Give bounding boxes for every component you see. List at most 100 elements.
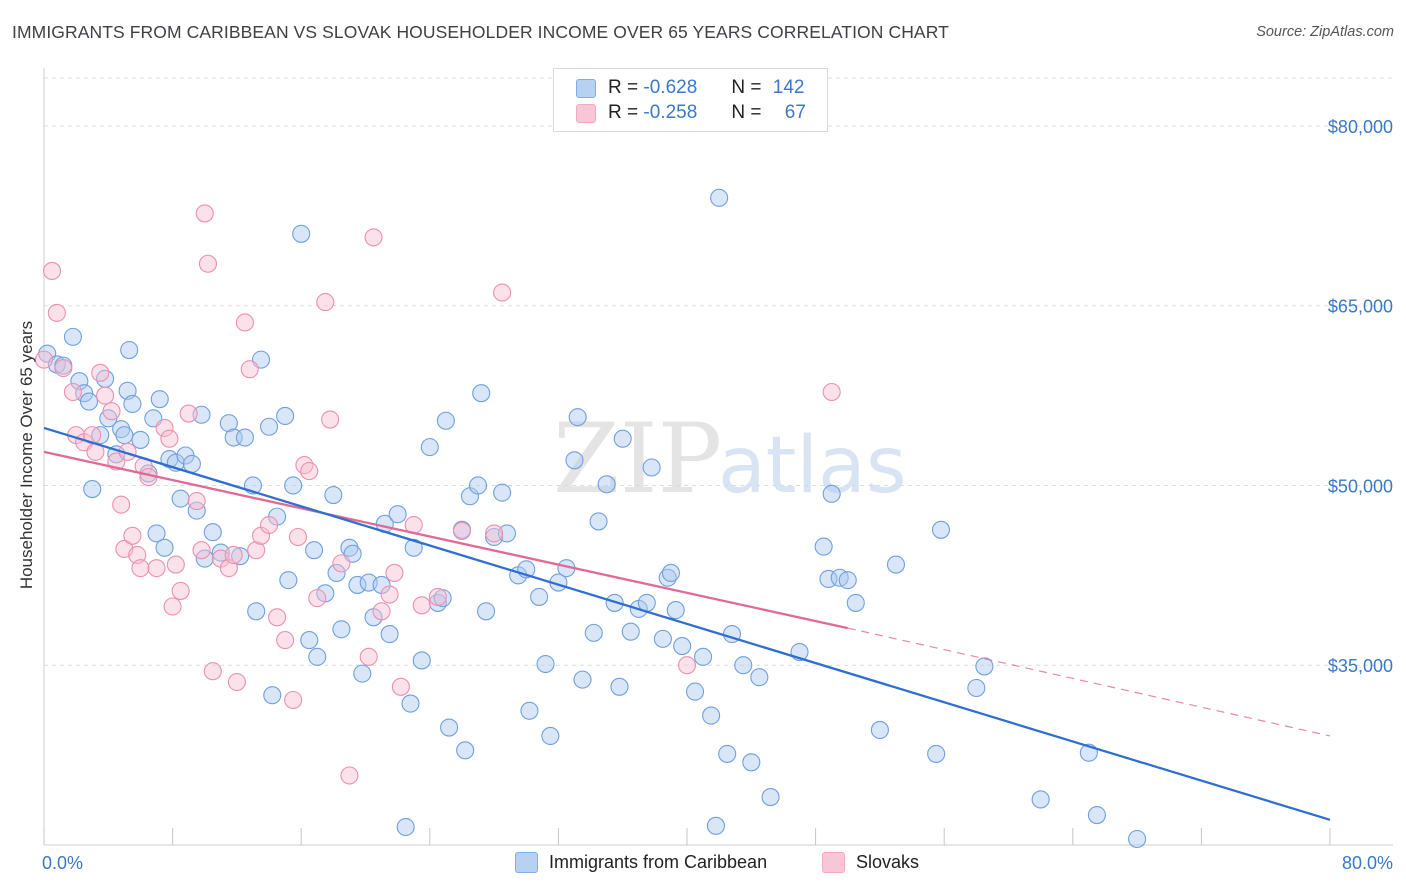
data-point [102, 402, 121, 421]
data-point [380, 625, 399, 644]
data-point [886, 555, 906, 574]
data-point [1087, 805, 1106, 825]
data-point [292, 224, 311, 243]
data-point [259, 515, 279, 535]
data-point [115, 426, 134, 445]
data-point [155, 418, 174, 437]
data-point [846, 593, 865, 612]
data-point [1128, 829, 1147, 849]
data-point [468, 476, 488, 495]
data-point [247, 602, 266, 621]
chart-title: IMMIGRANTS FROM CARIBBEAN VS SLOVAK HOUS… [12, 22, 949, 42]
data-point [967, 678, 986, 698]
data-point [42, 261, 62, 280]
data-point [742, 753, 761, 772]
data-point [147, 524, 166, 543]
legend-r-value: -0.258 [643, 102, 698, 123]
data-point [96, 386, 115, 405]
data-point [761, 788, 780, 807]
data-point [412, 596, 431, 615]
data-point [131, 559, 150, 578]
data-point [227, 672, 246, 692]
data-point [279, 571, 298, 590]
data-point [975, 657, 994, 676]
series-legend: Immigrants from Caribbean Slovaks [0, 852, 1406, 876]
data-point [391, 677, 410, 696]
data-point [131, 430, 150, 449]
trend-lines [43, 426, 1331, 821]
data-point [171, 581, 190, 600]
data-point [685, 682, 705, 701]
data-point [288, 527, 308, 547]
trend-line-caribbean [43, 426, 1331, 821]
legend-r-value: -0.628 [643, 77, 698, 98]
legend-n-value: 142 [772, 77, 805, 98]
data-point [388, 505, 407, 524]
data-point [112, 495, 131, 514]
data-point [456, 741, 475, 760]
x-tick-label-min: 0.0% [42, 853, 83, 873]
source-label: Source: ZipAtlas.com [1256, 24, 1394, 40]
data-point [1031, 790, 1050, 809]
data-point [401, 694, 420, 713]
legend-item-slovaks: Slovaks [822, 852, 919, 873]
data-point [380, 585, 399, 604]
correlation-legend: R = -0.628 N = 142 R = -0.258 N = 67 [553, 68, 828, 132]
data-point [300, 462, 319, 481]
data-point [573, 670, 592, 689]
data-point [702, 706, 721, 725]
data-point [321, 410, 340, 429]
data-point [123, 526, 142, 545]
data-point [541, 726, 560, 745]
data-point [120, 340, 139, 360]
legend-r-label: R = [608, 77, 639, 98]
y-axis-label: Householder Income Over 65 years [17, 321, 36, 589]
data-point [54, 358, 73, 378]
data-point [428, 587, 447, 606]
data-point [276, 406, 295, 426]
legend-n-label: N = [731, 77, 762, 98]
data-point [610, 677, 629, 696]
data-point [203, 662, 222, 681]
data-point [658, 568, 677, 587]
data-point [47, 303, 66, 322]
data-point [613, 429, 632, 448]
legend-swatch-blue [515, 852, 538, 873]
data-point [300, 631, 319, 650]
data-point [428, 593, 447, 612]
data-point [166, 555, 185, 574]
data-point [440, 718, 459, 737]
data-point [235, 313, 254, 332]
legend-row-slovaks: R = -0.258 N = 67 [576, 102, 806, 124]
data-point [155, 538, 174, 557]
axes [43, 68, 1393, 846]
y-tick-labels: $35,000 $50,000 $65,000 $80,000 [1328, 117, 1393, 676]
trend-line-slovaks [43, 450, 848, 630]
data-point [706, 816, 725, 835]
data-point [927, 744, 946, 763]
legend-item-caribbean: Immigrants from Caribbean [515, 852, 767, 873]
data-point [332, 554, 351, 573]
data-point [412, 651, 431, 670]
data-point [530, 587, 549, 606]
data-point [91, 363, 110, 382]
data-point [324, 486, 343, 505]
data-point [385, 563, 404, 583]
data-point [171, 489, 190, 508]
y-tick-label: $35,000 [1328, 656, 1393, 676]
legend-swatch-pink [822, 852, 845, 873]
watermark-zip: ZIP [553, 403, 722, 515]
data-point [597, 475, 616, 494]
data-point [203, 523, 222, 542]
data-point [123, 394, 142, 414]
legend-swatch-pink [576, 103, 596, 123]
data-point [822, 382, 841, 402]
data-point [63, 327, 82, 346]
data-point [477, 602, 496, 621]
data-point [589, 512, 608, 531]
data-point [305, 541, 324, 560]
data-point [195, 204, 214, 223]
y-tick-label: $50,000 [1328, 476, 1393, 496]
data-point [163, 597, 182, 616]
